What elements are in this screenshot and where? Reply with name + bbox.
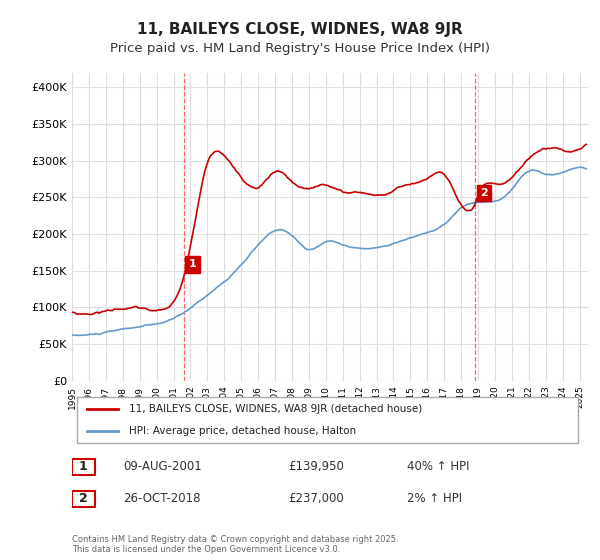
Text: £139,950: £139,950 — [289, 460, 344, 473]
FancyBboxPatch shape — [72, 459, 95, 475]
Text: 2: 2 — [480, 188, 488, 198]
Text: 40% ↑ HPI: 40% ↑ HPI — [407, 460, 470, 473]
Text: 1: 1 — [79, 460, 88, 473]
Text: 26-OCT-2018: 26-OCT-2018 — [124, 492, 201, 505]
FancyBboxPatch shape — [77, 398, 578, 442]
FancyBboxPatch shape — [72, 491, 95, 507]
Text: HPI: Average price, detached house, Halton: HPI: Average price, detached house, Halt… — [129, 426, 356, 436]
Text: 2: 2 — [79, 492, 88, 505]
Text: 11, BAILEYS CLOSE, WIDNES, WA8 9JR: 11, BAILEYS CLOSE, WIDNES, WA8 9JR — [137, 22, 463, 38]
Text: 2% ↑ HPI: 2% ↑ HPI — [407, 492, 463, 505]
Text: £237,000: £237,000 — [289, 492, 344, 505]
Text: Contains HM Land Registry data © Crown copyright and database right 2025.
This d: Contains HM Land Registry data © Crown c… — [72, 535, 398, 554]
Text: 09-AUG-2001: 09-AUG-2001 — [124, 460, 202, 473]
Text: Price paid vs. HM Land Registry's House Price Index (HPI): Price paid vs. HM Land Registry's House … — [110, 42, 490, 55]
Text: 11, BAILEYS CLOSE, WIDNES, WA8 9JR (detached house): 11, BAILEYS CLOSE, WIDNES, WA8 9JR (deta… — [129, 404, 422, 414]
Text: 1: 1 — [189, 259, 196, 269]
